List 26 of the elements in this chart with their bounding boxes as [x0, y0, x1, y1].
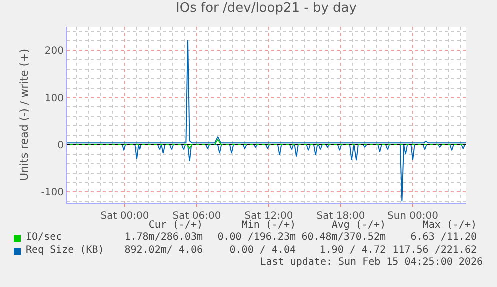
text: 117.56 /221.62	[392, 245, 477, 256]
text: 6.63 /11.20	[410, 232, 477, 243]
text: 0.00 / 4.04	[230, 245, 296, 256]
text: 1.90 / 4.72	[320, 245, 386, 256]
y-tick-label: 100	[44, 93, 64, 104]
text: Min (-/+)	[242, 220, 296, 231]
text: Cur (-/+)	[148, 220, 203, 231]
x-tick-label: Sun 00:00	[387, 211, 439, 222]
text: 0.00 /196.23m	[218, 232, 296, 243]
text: Last update: Sun Feb 15 04:25:00 2026	[260, 257, 483, 268]
y-tick-label: 0	[58, 140, 64, 152]
y-tick-label: 200	[44, 46, 64, 58]
chart-title: IOs for /dev/loop21 - by day	[176, 0, 358, 16]
y-axis-title: Units read (-) / write (+)	[18, 48, 31, 182]
y-tick-label: -100	[41, 188, 64, 199]
legend-label: Req Size (KB)	[26, 245, 104, 256]
x-tick-label: Sat 12:00	[244, 211, 294, 222]
text: 60.48m/370.52m	[302, 232, 386, 243]
x-tick-label: Sat 06:00	[172, 211, 222, 222]
text: 1.78m/286.03m	[124, 232, 203, 243]
x-tick-label: Sat 00:00	[100, 211, 150, 222]
legend-label: IO/sec	[26, 232, 62, 243]
text: Avg (-/+)	[332, 220, 386, 231]
text: 892.02m/ 4.06	[124, 245, 203, 256]
x-tick-label: Sat 18:00	[316, 211, 366, 222]
text: Max (-/+)	[422, 220, 477, 231]
